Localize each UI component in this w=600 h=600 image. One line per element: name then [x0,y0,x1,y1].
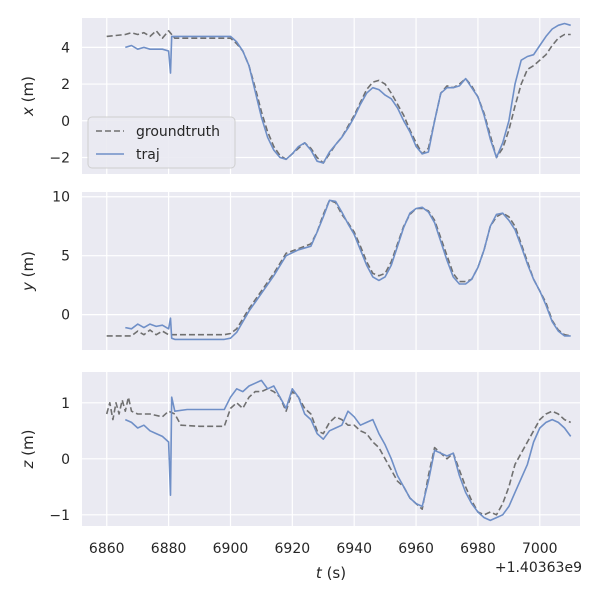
y-tick-label: 2 [61,77,70,93]
legend-frame [87,116,236,169]
axes-background [82,192,580,350]
y-tick-label: 10 [52,190,70,206]
x-axis-label-var: t [316,564,323,582]
x-tick-label: 6880 [151,541,187,557]
x-tick-label: 6940 [336,541,372,557]
y-axis-label-unit: (m) [19,76,37,107]
y-axis-label-var: x [19,107,37,117]
y-axis-label-unit: (m) [19,430,37,461]
y-axis-label-var: y [19,281,37,292]
y-tick-label: 1 [61,396,70,412]
y-tick-label: 5 [61,249,70,265]
x-axis-label-unit: (s) [322,564,346,582]
panel-z: 1 0 −1 z (m) 6860 6880 6900 6920 6940 6960 6980 700… [19,372,580,582]
y-axis-label-unit: (m) [19,251,37,282]
x-tick-label: 6900 [213,541,249,557]
y-tick-label: 4 [61,40,70,56]
series-line-traj [125,22,571,164]
y-tick-label: 0 [61,308,70,324]
y-tick-label: 0 [61,452,70,468]
x-tick-label: 7000 [522,541,558,557]
series-line-groundtruth [106,29,571,164]
panel-y: 10 5 0 y (m) [19,190,580,350]
x-tick-label: 6960 [398,541,434,557]
y-tick-label: −2 [49,150,70,166]
y-axis-label: x (m) [19,76,37,117]
x-tick-label: 6980 [460,541,496,557]
offset-text: +1.40363e9 [495,560,582,576]
panel-x: 4 2 0 −2 x (m) groundtruth traj [19,18,580,174]
axes-background [82,372,580,526]
series-line-groundtruth [106,199,571,337]
y-axis-label: z (m) [19,430,37,470]
series-line-groundtruth [105,387,572,516]
y-tick-label: 0 [61,114,70,130]
y-axis-label: y (m) [19,251,37,292]
y-tick-label: −1 [49,508,70,524]
legend-label-traj: traj [136,147,160,163]
series-line-traj [124,379,572,522]
series-line-traj [125,199,571,341]
y-axis-label-var: z [19,459,37,469]
legend-label-groundtruth: groundtruth [136,124,220,140]
x-tick-label: 6920 [275,541,311,557]
x-axis-label: t (s) [316,564,346,582]
legend: groundtruth traj [87,116,236,169]
x-tick-label: 6860 [89,541,125,557]
